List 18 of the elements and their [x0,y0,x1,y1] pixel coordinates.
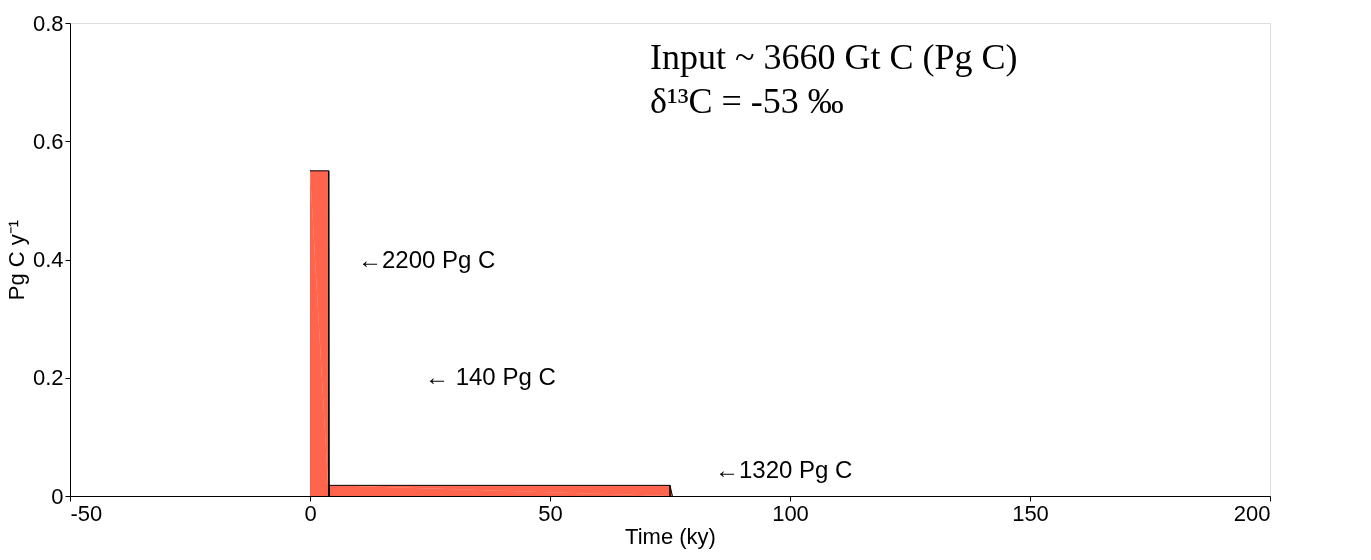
annotation: δ¹³C = -53 ‰ [650,81,844,121]
y-tick-label: 0.6 [32,128,64,154]
x-tick-label: 0 [304,500,317,526]
x-tick-label: -50 [70,500,103,526]
y-tick-label: 0.4 [32,247,64,272]
x-tick-label: 100 [772,500,809,526]
y-axis-title: Pg C y⁻¹ [3,219,29,301]
x-tick-label: 200 [1233,500,1271,526]
annotation: Input ~ 3660 Gt C (Pg C) [650,37,1018,77]
y-tick-label: 0.8 [32,10,64,36]
x-tick-label: 50 [538,500,563,526]
annotation: ← 140 Pg C [425,363,556,390]
annotation: ←1320 Pg C [715,456,853,483]
x-tick-label: 150 [1012,500,1049,526]
y-tick-label: 0 [51,483,64,509]
annotation: ←2200 Pg C [358,246,496,273]
y-tick-label: 0.2 [32,365,64,391]
x-axis-title: Time (ky) [625,523,716,549]
